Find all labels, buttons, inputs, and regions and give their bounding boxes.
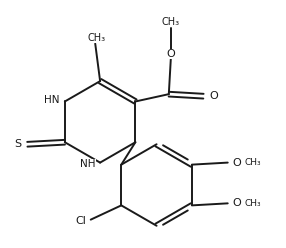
- Text: O: O: [232, 157, 241, 168]
- Text: S: S: [14, 139, 21, 149]
- Text: O: O: [209, 91, 218, 101]
- Text: CH₃: CH₃: [162, 17, 180, 27]
- Text: HN: HN: [44, 95, 59, 105]
- Text: CH₃: CH₃: [87, 33, 105, 43]
- Text: NH: NH: [80, 159, 96, 169]
- Text: Cl: Cl: [76, 216, 86, 226]
- Text: CH₃: CH₃: [245, 199, 261, 208]
- Text: CH₃: CH₃: [245, 158, 261, 167]
- Text: O: O: [166, 49, 175, 59]
- Text: O: O: [232, 198, 241, 208]
